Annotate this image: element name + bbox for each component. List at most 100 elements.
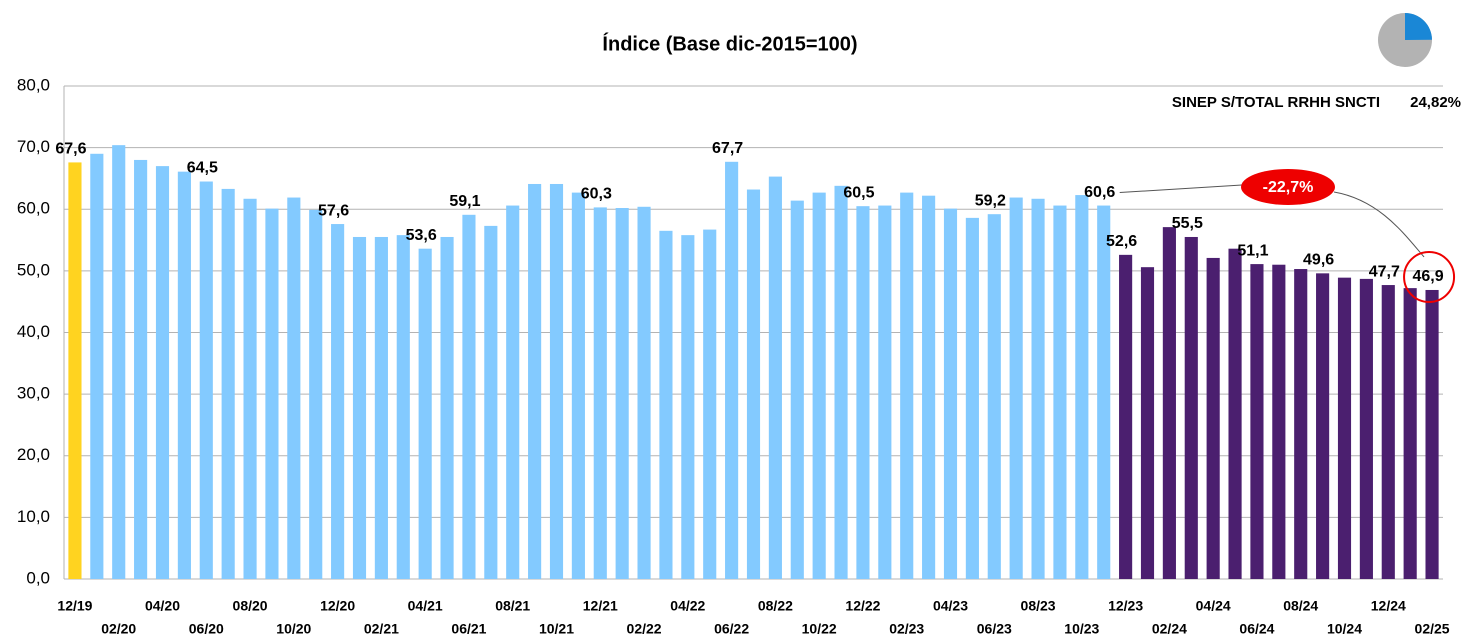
chart-title: Índice (Base dic-2015=100) <box>602 32 857 55</box>
bar <box>725 161 739 579</box>
x-tick-label: 06/20 <box>189 621 224 636</box>
bar <box>374 236 388 579</box>
connector <box>1333 191 1425 258</box>
bar <box>155 166 170 580</box>
x-tick-label: 02/23 <box>889 621 924 636</box>
bar <box>1140 267 1155 579</box>
x-tick-label: 04/22 <box>670 598 705 614</box>
bar <box>1316 273 1330 579</box>
bar <box>1009 197 1023 579</box>
x-tick-label: 04/24 <box>1196 598 1231 614</box>
value-label: 67,6 <box>55 141 86 158</box>
bar <box>221 188 235 579</box>
share-value: 24,82% <box>1410 94 1461 111</box>
bar <box>1031 198 1045 579</box>
y-tick-label: 50,0 <box>17 260 50 279</box>
value-label: 53,6 <box>406 227 437 244</box>
value-label: 67,7 <box>712 140 743 157</box>
x-tick-label: 04/20 <box>145 598 180 614</box>
value-label: 52,6 <box>1106 233 1137 250</box>
value-label: 51,1 <box>1237 242 1268 259</box>
y-tick-label: 0,0 <box>26 568 50 587</box>
value-label: 46,9 <box>1412 268 1443 285</box>
x-tick-label: 10/22 <box>802 621 837 636</box>
bar <box>549 183 564 579</box>
bar <box>462 214 476 579</box>
value-label: 59,1 <box>449 193 480 210</box>
bar <box>352 236 367 579</box>
x-tick-label: 12/19 <box>57 598 92 614</box>
bar <box>506 205 520 580</box>
bar <box>1381 285 1395 579</box>
bar <box>571 192 585 579</box>
share-wedge <box>1405 12 1432 40</box>
bar <box>309 209 323 579</box>
x-tick-label: 12/21 <box>583 598 618 614</box>
bar <box>484 225 498 580</box>
bar <box>440 236 454 579</box>
x-tick-label: 04/21 <box>408 598 443 614</box>
bar <box>418 248 432 579</box>
x-tick-label: 02/24 <box>1152 621 1187 636</box>
change-annotation: -22,7% <box>1263 179 1314 196</box>
bar <box>1250 264 1264 579</box>
x-tick-label: 12/24 <box>1371 598 1406 614</box>
bar <box>1403 288 1417 579</box>
bar <box>703 229 717 579</box>
bar <box>528 183 542 579</box>
bar <box>790 200 804 579</box>
bar <box>1228 248 1242 579</box>
connector <box>1119 184 1243 194</box>
x-tick-label: 04/23 <box>933 598 968 614</box>
value-label: 60,3 <box>581 186 612 203</box>
value-label: 60,5 <box>843 184 874 201</box>
bar <box>943 208 958 580</box>
x-tick-label: 08/24 <box>1283 598 1318 614</box>
bar <box>637 206 651 579</box>
bar <box>1075 195 1089 580</box>
bar <box>856 206 870 579</box>
x-tick-label: 02/22 <box>627 621 662 636</box>
bar <box>68 162 82 580</box>
bar <box>1184 236 1198 579</box>
change-badge <box>1241 169 1335 205</box>
highlight-ring <box>1403 250 1456 303</box>
bar <box>331 224 345 580</box>
y-tick-label: 30,0 <box>17 384 50 403</box>
y-tick-label: 10,0 <box>17 507 50 526</box>
bar <box>90 153 104 579</box>
x-tick-label: 08/23 <box>1021 598 1056 614</box>
bar <box>1425 289 1439 579</box>
bar <box>900 192 914 579</box>
x-tick-label: 12/23 <box>1108 598 1143 614</box>
bar <box>199 181 213 580</box>
bar <box>396 235 410 579</box>
x-tick-label: 08/20 <box>233 598 268 614</box>
bar <box>812 192 826 579</box>
y-tick-label: 60,0 <box>17 199 50 218</box>
x-tick-label: 08/21 <box>495 598 530 614</box>
y-tick-label: 70,0 <box>17 137 50 156</box>
bar <box>1097 205 1111 580</box>
bar <box>746 189 761 579</box>
bar <box>1294 269 1308 579</box>
bar <box>878 205 892 580</box>
bar <box>1272 264 1286 579</box>
bar <box>1119 254 1133 580</box>
x-tick-label: 02/21 <box>364 621 399 636</box>
bar <box>1162 227 1176 579</box>
y-tick-label: 40,0 <box>17 322 50 341</box>
bar <box>287 197 301 579</box>
bar <box>681 235 695 579</box>
x-tick-label: 10/24 <box>1327 621 1362 636</box>
x-tick-label: 06/24 <box>1239 621 1274 636</box>
x-tick-label: 06/21 <box>451 621 486 636</box>
x-tick-label: 02/20 <box>101 621 136 636</box>
bar <box>615 208 629 579</box>
x-tick-label: 06/23 <box>977 621 1012 636</box>
bar <box>1359 278 1373 579</box>
x-tick-label: 10/21 <box>539 621 574 636</box>
bar <box>922 195 936 579</box>
bar <box>265 208 279 580</box>
